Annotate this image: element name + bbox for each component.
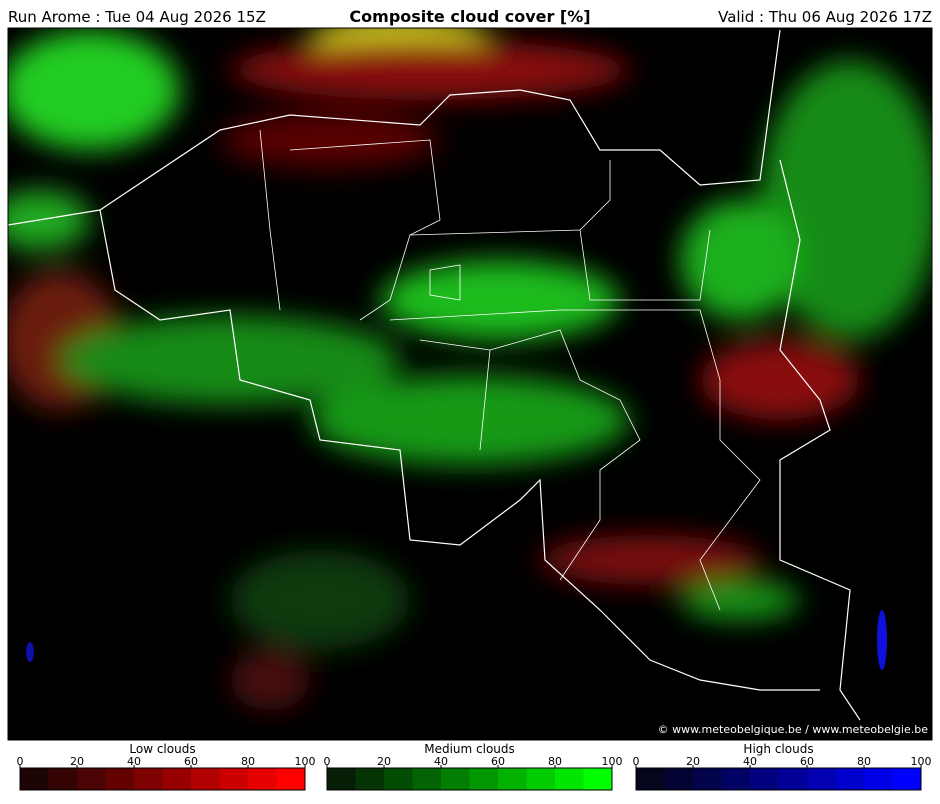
legend-swatch	[77, 768, 106, 790]
legend-swatch	[20, 768, 49, 790]
credit: © www.meteobelgique.be / www.meteobelgie…	[658, 723, 929, 736]
high-cloud	[877, 610, 887, 670]
legend-tick-label: 60	[800, 755, 814, 768]
borders	[8, 29, 861, 721]
legend-swatch	[355, 768, 385, 790]
legend-tick-label: 100	[295, 755, 316, 768]
legend-swatch	[835, 768, 865, 790]
legend-swatch	[48, 768, 78, 790]
legend-swatch	[276, 768, 306, 790]
legend-swatch	[469, 768, 499, 790]
run-label: Run Arome : Tue 04 Aug 2026 15Z	[8, 8, 266, 26]
legend-tick-label: 80	[241, 755, 255, 768]
legend-swatch	[248, 768, 277, 790]
legend-title: High clouds	[743, 742, 813, 756]
legend-swatch	[219, 768, 249, 790]
legend-tick-label: 20	[70, 755, 84, 768]
cloud	[680, 200, 800, 320]
legend-tick-label: 40	[743, 755, 757, 768]
legend-swatch	[162, 768, 192, 790]
legend-swatch	[327, 768, 356, 790]
legend-frame	[635, 767, 922, 791]
cloud	[8, 30, 180, 150]
legend-tick-label: 0	[324, 755, 331, 768]
cloud	[230, 550, 410, 650]
legend-tick-label: 60	[491, 755, 505, 768]
legend-title: Low clouds	[129, 742, 195, 756]
legend-tick-label: 80	[857, 755, 871, 768]
legend-tick-label: 80	[548, 755, 562, 768]
cloud	[380, 260, 620, 340]
legend-swatch	[191, 768, 220, 790]
valid-label: Valid : Thu 06 Aug 2026 17Z	[718, 8, 932, 26]
region-border	[259, 129, 761, 611]
cloud	[230, 650, 310, 710]
cloud	[700, 340, 860, 420]
legend-tick-label: 40	[127, 755, 141, 768]
cloud	[310, 375, 630, 465]
legend-swatch	[555, 768, 584, 790]
legend-swatch	[498, 768, 527, 790]
legend-swatch	[750, 768, 779, 790]
legend-frame	[326, 767, 613, 791]
country-border	[8, 29, 861, 721]
legend-swatch	[807, 768, 836, 790]
cloud	[680, 580, 800, 620]
legend-swatch	[105, 768, 135, 790]
cloud	[8, 190, 90, 250]
legend-swatch	[526, 768, 556, 790]
legend-swatch	[384, 768, 413, 790]
legend-tick-label: 100	[911, 755, 932, 768]
map: © www.meteobelgique.be / www.meteobelgie…	[8, 28, 932, 740]
legend-tick-label: 60	[184, 755, 198, 768]
legend-tick-label: 20	[686, 755, 700, 768]
cloud	[230, 40, 630, 100]
legend-swatch	[892, 768, 922, 790]
legend-swatch	[412, 768, 442, 790]
legend-frame	[19, 767, 306, 791]
legend-tick-label: 0	[633, 755, 640, 768]
legend-tick-label: 20	[377, 755, 391, 768]
cloud	[220, 112, 440, 168]
legend-swatch	[134, 768, 163, 790]
map-title: Composite cloud cover [%]	[349, 7, 590, 26]
legend-swatch	[864, 768, 893, 790]
legend-tick-label: 0	[17, 755, 24, 768]
map-frame	[7, 27, 933, 741]
legend-swatch	[721, 768, 751, 790]
legend-swatch	[583, 768, 613, 790]
legend-swatch	[664, 768, 694, 790]
legend-tick-label: 40	[434, 755, 448, 768]
legends: Low clouds 0 20 40 60 80 100 Medium clouds 0 20 40…	[17, 742, 932, 791]
legend-tick-label: 100	[602, 755, 623, 768]
legend-swatch	[441, 768, 470, 790]
legend-swatch	[693, 768, 722, 790]
legend-swatch	[778, 768, 808, 790]
cloud	[60, 315, 400, 405]
legend-swatch	[636, 768, 665, 790]
high-cloud	[26, 642, 34, 662]
cloud	[760, 60, 932, 340]
legend-title: Medium clouds	[424, 742, 515, 756]
